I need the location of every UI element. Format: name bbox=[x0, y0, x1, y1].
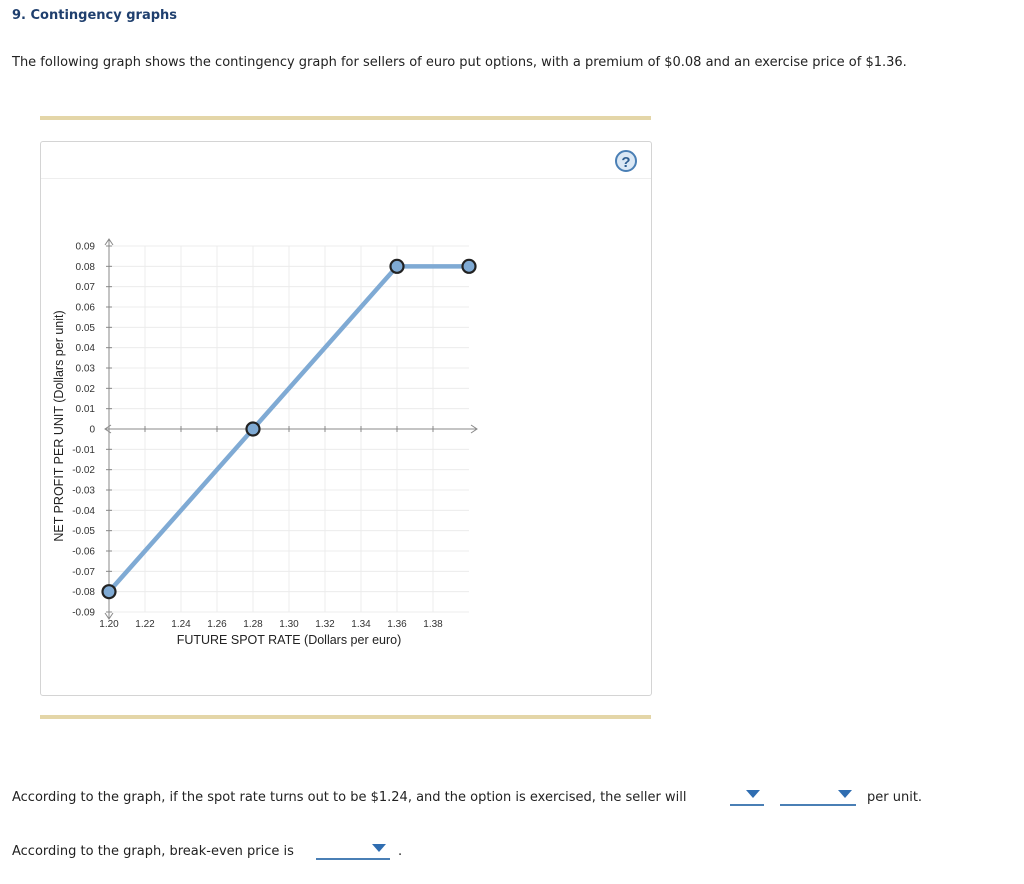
graph-panel-header: ? bbox=[41, 142, 651, 179]
y-tick-label: 0.05 bbox=[76, 323, 96, 334]
x-tick-label: 1.38 bbox=[423, 619, 443, 630]
y-tick-label: -0.02 bbox=[72, 465, 95, 476]
x-tick-label: 1.28 bbox=[243, 619, 263, 630]
x-tick-label: 1.24 bbox=[171, 619, 191, 630]
q2-breakeven-dropdown[interactable] bbox=[316, 840, 390, 860]
data-point bbox=[101, 584, 117, 600]
q1-action-dropdown[interactable] bbox=[730, 786, 764, 806]
y-tick-label: 0.06 bbox=[76, 303, 96, 314]
y-tick-label: -0.09 bbox=[72, 607, 95, 618]
y-tick-label: 0.07 bbox=[76, 282, 96, 293]
x-tick-label: 1.32 bbox=[315, 619, 335, 630]
y-tick-label: -0.03 bbox=[72, 485, 95, 496]
chevron-down-icon bbox=[838, 790, 852, 798]
data-point bbox=[461, 258, 477, 274]
x-tick-label: 1.30 bbox=[279, 619, 299, 630]
page-title: 9. Contingency graphs bbox=[12, 8, 178, 23]
y-tick-label: 0 bbox=[89, 425, 95, 436]
intro-text: The following graph shows the contingenc… bbox=[12, 55, 907, 70]
y-tick-label: 0.09 bbox=[76, 242, 96, 253]
bottom-divider bbox=[40, 715, 651, 719]
y-tick-label: 0.04 bbox=[76, 343, 96, 354]
y-axis-title: NET PROFIT PER UNIT (Dollars per unit) bbox=[52, 310, 66, 541]
x-tick-label: 1.20 bbox=[99, 619, 119, 630]
question-1-suffix: per unit. bbox=[867, 790, 923, 805]
y-tick-label: -0.06 bbox=[72, 546, 95, 557]
y-tick-label: 0.03 bbox=[76, 364, 96, 375]
data-point bbox=[389, 258, 405, 274]
question-2-text: According to the graph, break-even price… bbox=[12, 844, 294, 859]
y-axis-arrow-down bbox=[104, 612, 114, 620]
graph-panel: ? 0.09 0.08 0.07 0.06 0.05 0.04 0.03 0.02 0.01 0 -… bbox=[40, 141, 652, 696]
q1-amount-dropdown[interactable] bbox=[780, 786, 856, 806]
y-tick-label: 0.01 bbox=[76, 404, 96, 415]
y-tick-label: 0.08 bbox=[76, 262, 96, 273]
x-tick-label: 1.22 bbox=[135, 619, 155, 630]
x-tick-label: 1.34 bbox=[351, 619, 371, 630]
chevron-down-icon bbox=[372, 844, 386, 852]
y-tick-label: -0.08 bbox=[72, 587, 95, 598]
y-tick-label: 0.02 bbox=[76, 384, 96, 395]
x-axis-arrow-right bbox=[470, 424, 478, 434]
help-button[interactable]: ? bbox=[615, 150, 637, 172]
payoff-line bbox=[107, 264, 469, 594]
x-axis-title: FUTURE SPOT RATE (Dollars per euro) bbox=[177, 633, 402, 647]
y-tick-label: -0.01 bbox=[72, 445, 95, 456]
chevron-down-icon bbox=[746, 790, 760, 798]
top-divider bbox=[40, 116, 651, 120]
data-point bbox=[245, 421, 261, 437]
x-tick-label: 1.26 bbox=[207, 619, 227, 630]
contingency-chart: 0.09 0.08 0.07 0.06 0.05 0.04 0.03 0.02 0.01 0 -0.… bbox=[52, 238, 478, 647]
y-tick-label: -0.04 bbox=[72, 506, 95, 517]
y-tick-label: -0.07 bbox=[72, 567, 95, 578]
y-axis-arrow-up bbox=[104, 238, 114, 246]
question-2-suffix: . bbox=[398, 844, 403, 859]
y-tick-label: -0.05 bbox=[72, 526, 95, 537]
question-1-text: According to the graph, if the spot rate… bbox=[12, 790, 687, 805]
x-tick-label: 1.36 bbox=[387, 619, 407, 630]
